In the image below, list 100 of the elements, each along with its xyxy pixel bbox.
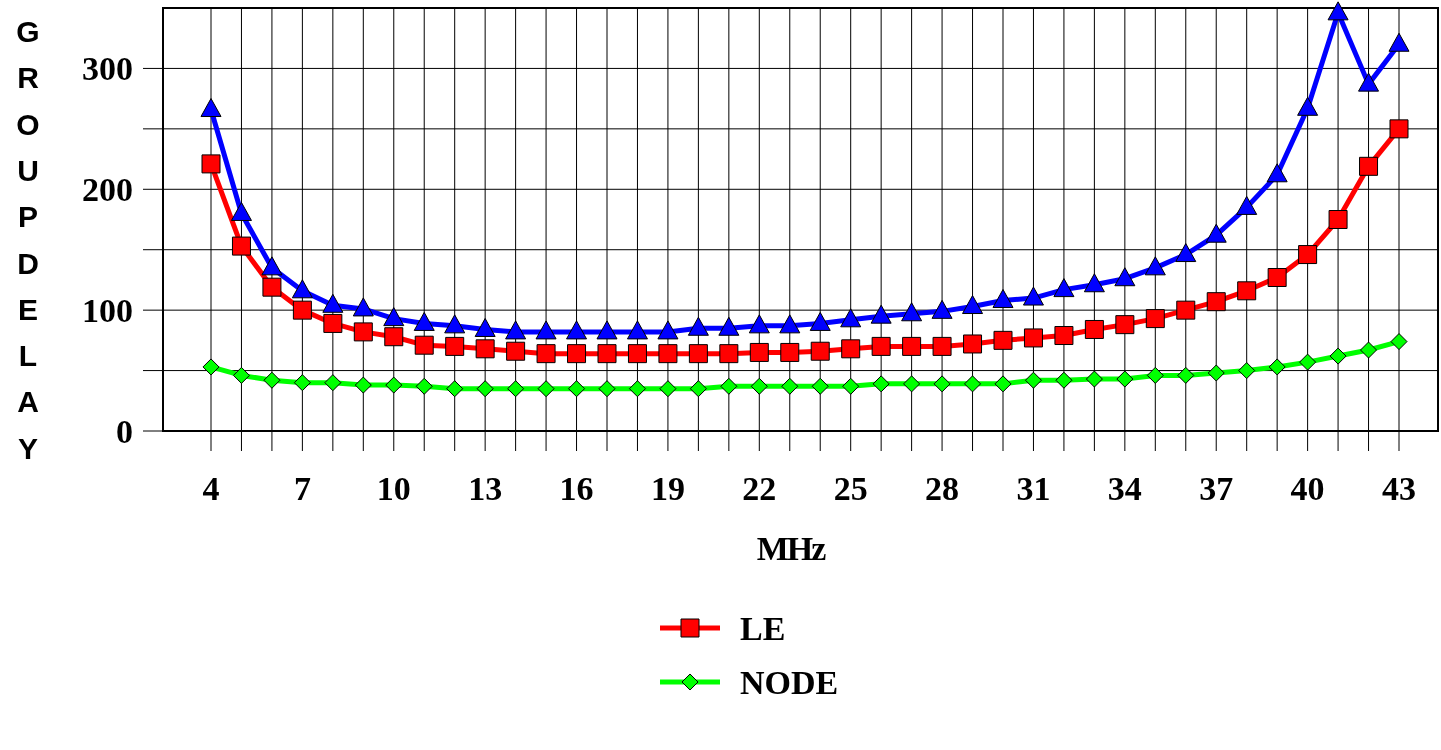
x-tick-label: 4 bbox=[202, 470, 220, 507]
point bbox=[415, 377, 433, 395]
point bbox=[1023, 328, 1043, 348]
x-tick-label: 22 bbox=[742, 470, 777, 507]
point bbox=[292, 300, 312, 320]
point bbox=[323, 313, 343, 333]
point bbox=[658, 344, 678, 364]
point bbox=[993, 330, 1013, 350]
point bbox=[475, 339, 495, 359]
x-tick-label: 28 bbox=[925, 470, 960, 507]
point bbox=[293, 374, 311, 392]
point bbox=[291, 279, 313, 299]
point bbox=[1207, 364, 1225, 382]
x-tick-label: 7 bbox=[293, 470, 311, 507]
point bbox=[1236, 195, 1258, 215]
point bbox=[1388, 32, 1410, 52]
y-tick-label: 200 bbox=[82, 171, 133, 209]
point bbox=[687, 316, 709, 336]
point bbox=[384, 327, 404, 347]
point bbox=[962, 295, 984, 315]
point bbox=[840, 308, 862, 328]
point bbox=[841, 339, 861, 359]
point bbox=[261, 256, 283, 276]
point bbox=[963, 334, 983, 354]
point bbox=[1024, 371, 1042, 389]
point bbox=[992, 288, 1014, 308]
point bbox=[202, 358, 220, 376]
point bbox=[720, 377, 738, 395]
point bbox=[597, 344, 617, 364]
point bbox=[1053, 278, 1075, 298]
point bbox=[749, 342, 769, 362]
point bbox=[748, 314, 770, 334]
point bbox=[994, 375, 1012, 393]
point bbox=[810, 341, 830, 361]
point bbox=[1238, 362, 1256, 380]
point bbox=[901, 302, 923, 322]
point bbox=[1266, 163, 1288, 183]
x-tick-label: 34 bbox=[1107, 470, 1142, 507]
point bbox=[842, 377, 860, 395]
point bbox=[626, 320, 648, 340]
point bbox=[568, 380, 586, 398]
point bbox=[230, 201, 252, 221]
point bbox=[201, 154, 221, 174]
x-tick-label: 25 bbox=[833, 470, 868, 507]
point bbox=[385, 376, 403, 394]
point bbox=[627, 344, 647, 364]
point bbox=[871, 336, 891, 356]
y-tick-label: 100 bbox=[82, 292, 133, 330]
point bbox=[1116, 370, 1134, 388]
point bbox=[932, 336, 952, 356]
point bbox=[506, 341, 526, 361]
point bbox=[353, 322, 373, 342]
point bbox=[200, 98, 222, 118]
point bbox=[903, 375, 921, 393]
point bbox=[536, 344, 556, 364]
x-axis-title: MHz bbox=[756, 530, 827, 567]
point bbox=[474, 317, 496, 337]
point bbox=[1055, 371, 1073, 389]
point bbox=[354, 376, 372, 394]
point bbox=[444, 314, 466, 334]
point bbox=[1329, 347, 1347, 365]
point bbox=[1297, 96, 1319, 116]
point bbox=[231, 236, 251, 256]
point bbox=[1083, 273, 1105, 293]
legend-label: NODE bbox=[740, 663, 839, 701]
point bbox=[324, 374, 342, 392]
point bbox=[1085, 370, 1103, 388]
point bbox=[902, 336, 922, 356]
point bbox=[1177, 366, 1195, 384]
point bbox=[659, 380, 677, 398]
point bbox=[1360, 341, 1378, 359]
point bbox=[964, 375, 982, 393]
point bbox=[263, 371, 281, 389]
point bbox=[1298, 245, 1318, 265]
point bbox=[413, 311, 435, 331]
point bbox=[657, 320, 679, 340]
point bbox=[1175, 243, 1197, 263]
point bbox=[1390, 333, 1408, 351]
point bbox=[779, 314, 801, 334]
point bbox=[1328, 210, 1348, 229]
legend-label: LE bbox=[740, 609, 786, 647]
point bbox=[1359, 156, 1379, 176]
point bbox=[1146, 366, 1164, 384]
x-tick-label: 40 bbox=[1290, 470, 1325, 507]
point bbox=[811, 377, 829, 395]
point bbox=[1022, 286, 1044, 306]
x-tick-label: 10 bbox=[376, 470, 411, 507]
text: GROUPDELAY bbox=[16, 15, 40, 465]
point bbox=[1115, 315, 1135, 335]
point bbox=[414, 335, 434, 355]
x-tick-label: 43 bbox=[1382, 470, 1416, 507]
point bbox=[1176, 300, 1196, 320]
point bbox=[537, 380, 555, 398]
point bbox=[567, 344, 587, 364]
point bbox=[566, 320, 588, 340]
point bbox=[1145, 309, 1165, 329]
point bbox=[446, 380, 464, 398]
point bbox=[780, 342, 800, 362]
point bbox=[383, 307, 405, 327]
x-tick-label: 31 bbox=[1016, 470, 1051, 507]
